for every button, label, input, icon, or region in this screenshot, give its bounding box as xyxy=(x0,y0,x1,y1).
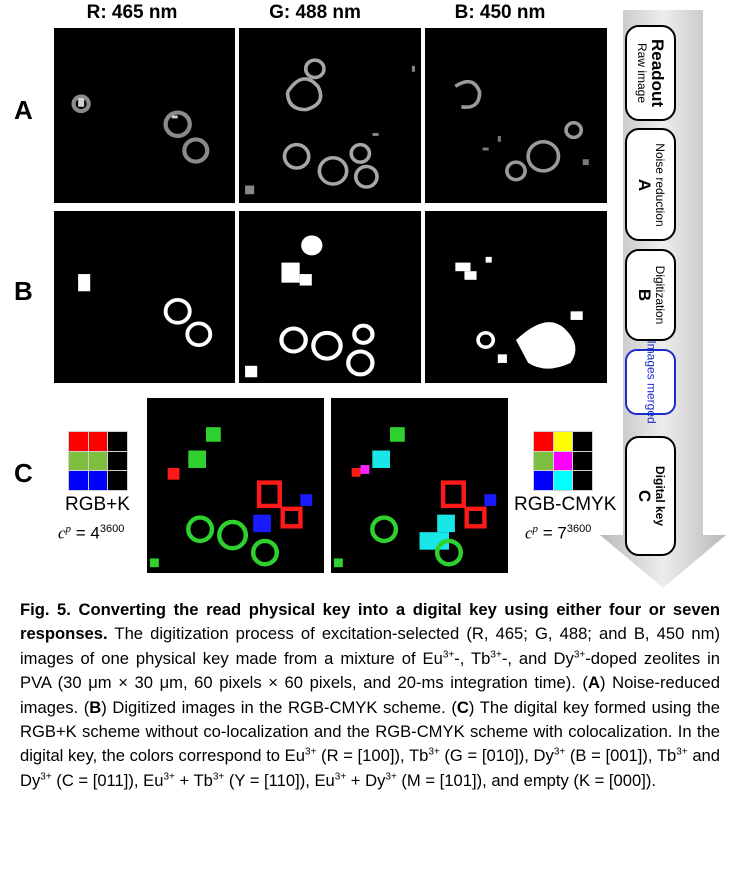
image-b-red xyxy=(78,274,213,348)
row-label-a: A xyxy=(14,95,33,125)
key-cell xyxy=(573,432,592,451)
image-c-rgbk xyxy=(149,427,313,568)
column-header-green: G: 488 nm xyxy=(269,2,361,23)
key-cell xyxy=(88,471,108,490)
key-cell xyxy=(534,451,553,471)
rgbcmyk-label: RGB-CMYK xyxy=(514,494,617,515)
key-cell xyxy=(69,432,88,451)
row-label-b: B xyxy=(14,276,33,306)
column-header-blue: B: 450 nm xyxy=(454,2,546,23)
key-cell xyxy=(553,432,573,451)
panel-a-blue xyxy=(425,28,607,203)
column-header-red: R: 465 nm xyxy=(86,2,178,23)
image-b-green xyxy=(245,235,375,378)
panel-b-red xyxy=(54,211,235,383)
step-readout: Readout Raw image xyxy=(625,25,676,121)
image-a-blue xyxy=(454,79,589,182)
panel-b-green xyxy=(239,211,421,383)
step-noise-reduction: Noise reduction A xyxy=(625,128,676,241)
key-cell xyxy=(108,471,127,490)
panel-a-red xyxy=(54,28,235,203)
key-cell xyxy=(69,471,88,490)
row-label-c: C xyxy=(14,458,33,488)
figure-caption: Fig. 5. Converting the read physical key… xyxy=(20,600,721,790)
key-cell xyxy=(69,451,88,471)
image-a-green xyxy=(245,58,415,195)
image-b-blue xyxy=(455,256,583,369)
rgbk-color-key xyxy=(68,431,128,491)
key-cell xyxy=(534,471,553,490)
key-cell xyxy=(573,471,592,490)
rgbk-combinations: cp = 43600 xyxy=(58,523,125,543)
rgbcmyk-color-key xyxy=(533,431,593,491)
key-cell xyxy=(108,451,127,471)
panel-a-green xyxy=(239,28,421,203)
panel-c-rgbk xyxy=(147,398,324,573)
panel-c-rgbcmyk xyxy=(331,398,508,573)
key-cell xyxy=(88,432,108,451)
image-a-red xyxy=(71,94,210,164)
image-c-rgbcmyk xyxy=(333,427,497,568)
key-cell xyxy=(88,451,108,471)
rgbk-label: RGB+K xyxy=(65,494,130,515)
key-cell xyxy=(553,451,573,471)
step-digital-key: Digital key C xyxy=(625,436,676,556)
step-images-merged: Images merged xyxy=(625,340,676,424)
panel-b-blue xyxy=(425,211,607,383)
key-cell xyxy=(553,471,573,490)
key-cell xyxy=(108,432,127,451)
key-cell xyxy=(534,432,553,451)
key-cell xyxy=(573,451,592,471)
step-digitization: Digitization B xyxy=(625,249,676,341)
rgbcmyk-combinations: cp = 73600 xyxy=(525,523,592,543)
